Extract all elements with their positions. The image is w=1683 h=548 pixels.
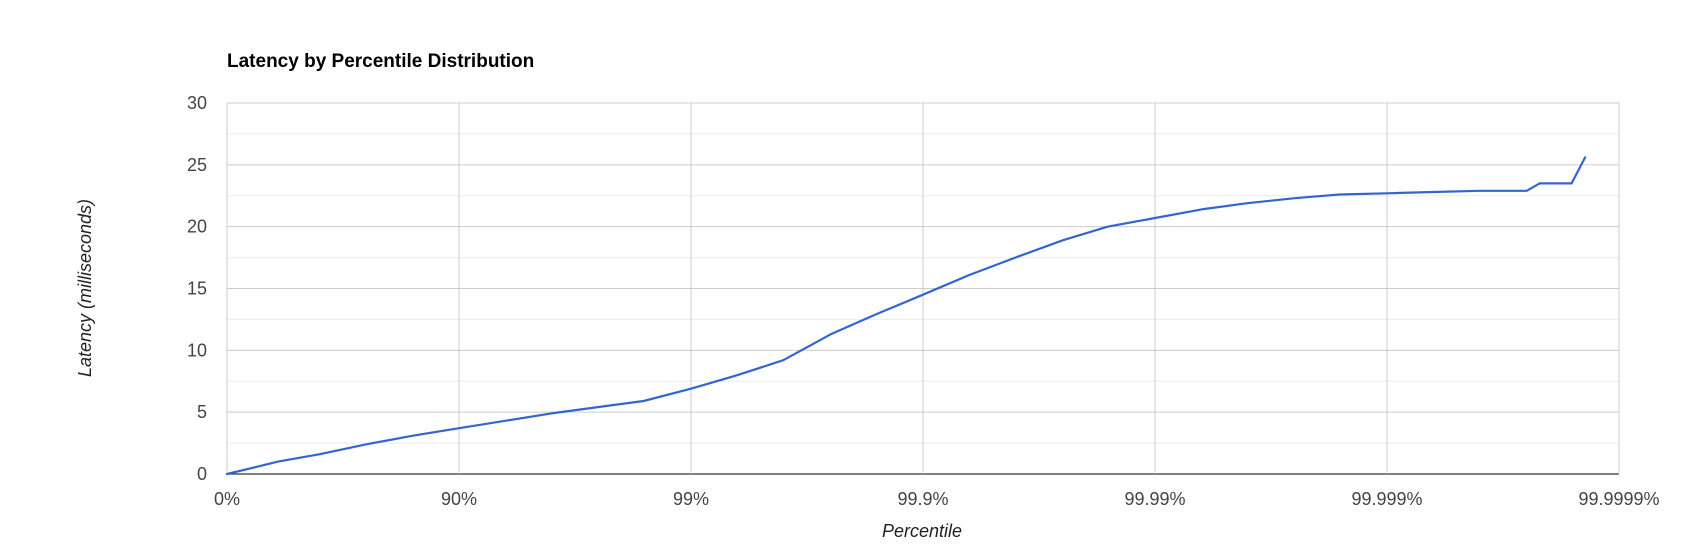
x-tick-label: 99.9% xyxy=(897,489,948,509)
x-tick-label: 99.999% xyxy=(1351,489,1422,509)
chart-title: Latency by Percentile Distribution xyxy=(227,51,534,72)
series-line xyxy=(225,156,1587,476)
x-tick-label: 99.99% xyxy=(1124,489,1185,509)
x-axis-ticks: 0% 90% 99% 99.9% 99.99% 99.999% 99.9999% xyxy=(214,489,1660,509)
x-tick-label: 0% xyxy=(214,489,240,509)
y-tick-label: 0 xyxy=(197,464,207,484)
y-tick-label: 25 xyxy=(187,155,207,175)
y-tick-label: 30 xyxy=(187,93,207,113)
x-tick-label: 99.9999% xyxy=(1578,489,1659,509)
major-gridlines xyxy=(226,102,1620,475)
y-tick-label: 20 xyxy=(187,217,207,237)
y-axis-ticks: 0 5 10 15 20 25 30 xyxy=(187,93,207,484)
series-layer xyxy=(225,156,1587,476)
x-tick-label: 99% xyxy=(673,489,709,509)
x-tick-label: 90% xyxy=(441,489,477,509)
y-tick-label: 15 xyxy=(187,279,207,299)
y-tick-label: 10 xyxy=(187,340,207,360)
y-axis-label: Latency (milliseconds) xyxy=(75,199,95,377)
y-tick-label: 5 xyxy=(197,402,207,422)
x-axis-label: Percentile xyxy=(882,521,962,541)
